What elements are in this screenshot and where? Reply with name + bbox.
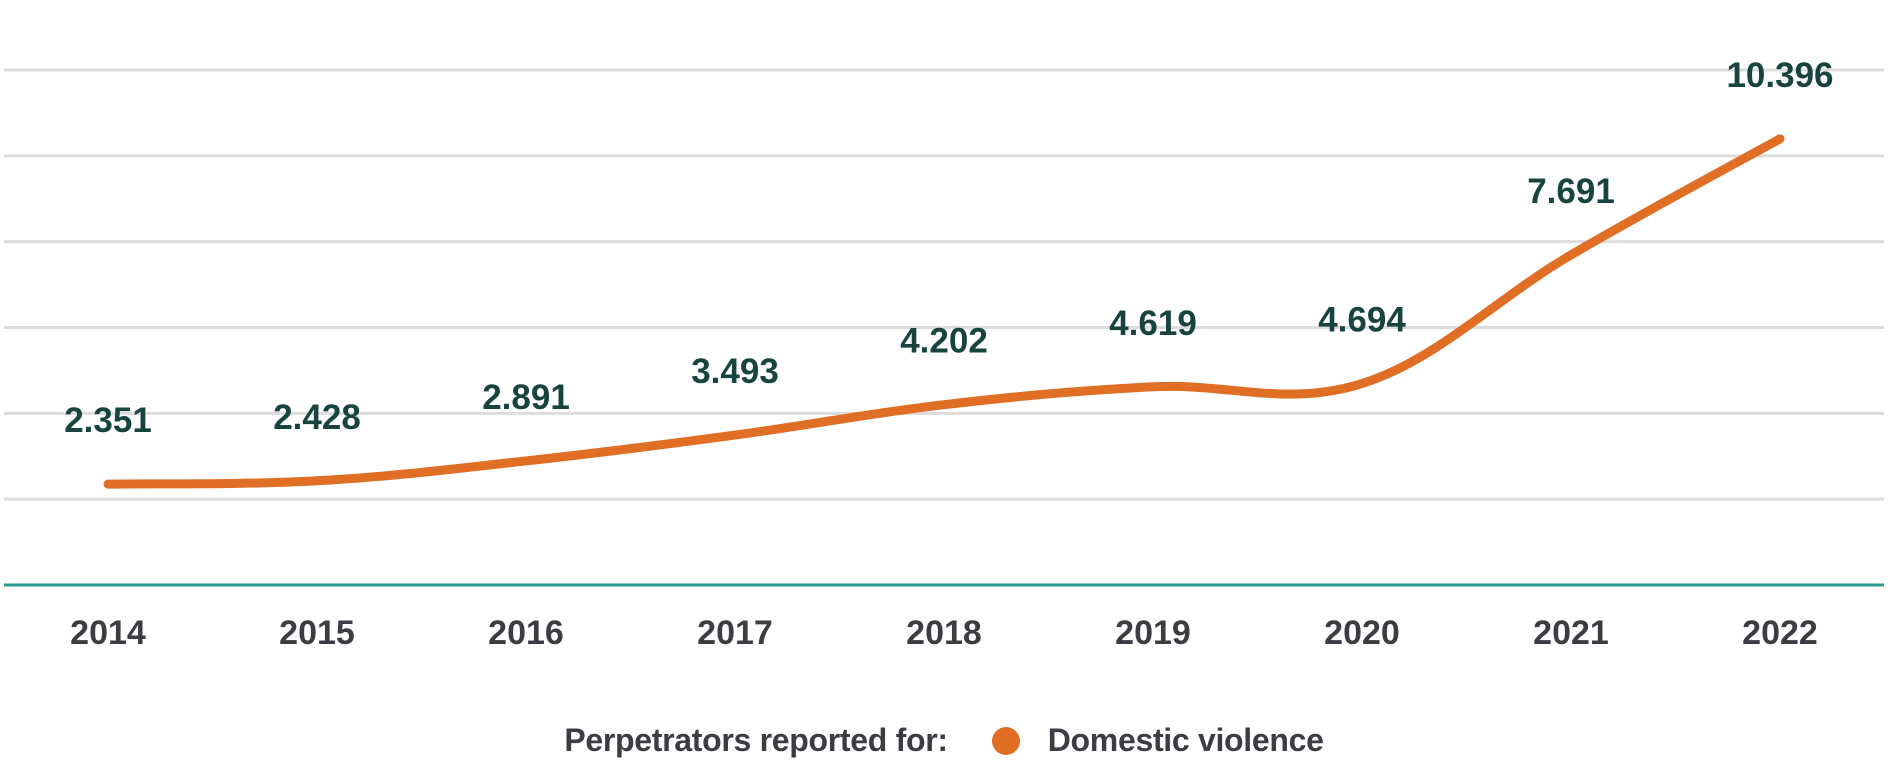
data-label: 3.493 [691, 352, 779, 391]
data-labels: 2.351 2.428 2.891 3.493 4.202 4.619 4.694 7.691… [64, 56, 1833, 440]
x-tick-label: 2020 [1324, 614, 1400, 652]
x-tick-label: 2018 [906, 614, 982, 652]
legend: Perpetrators reported for: Domestic viol… [0, 722, 1888, 759]
data-label: 4.619 [1109, 304, 1197, 343]
legend-marker-icon [991, 726, 1020, 755]
x-tick-label: 2022 [1742, 614, 1818, 652]
x-tick-label: 2015 [279, 614, 355, 652]
data-label: 7.691 [1527, 172, 1615, 211]
data-label: 2.891 [482, 378, 570, 417]
x-tick-labels: 2014 2015 2016 2017 2018 2019 2020 2021 2022 [70, 614, 1818, 652]
series-line-domestic-violence [103, 134, 1785, 489]
x-tick-label: 2016 [488, 614, 564, 652]
data-label: 4.694 [1318, 301, 1406, 340]
data-label: 2.428 [273, 398, 361, 437]
data-label: 10.396 [1726, 56, 1833, 95]
legend-title: Perpetrators reported for: [564, 722, 948, 758]
gridlines [4, 68, 1884, 501]
data-label: 2.351 [64, 401, 152, 440]
legend-entry-domestic-violence: Domestic violence [1047, 722, 1324, 758]
x-tick-label: 2019 [1115, 614, 1191, 652]
x-tick-label: 2014 [70, 614, 146, 652]
data-label: 4.202 [900, 322, 988, 361]
x-tick-label: 2017 [697, 614, 773, 652]
x-tick-label: 2021 [1533, 614, 1609, 652]
